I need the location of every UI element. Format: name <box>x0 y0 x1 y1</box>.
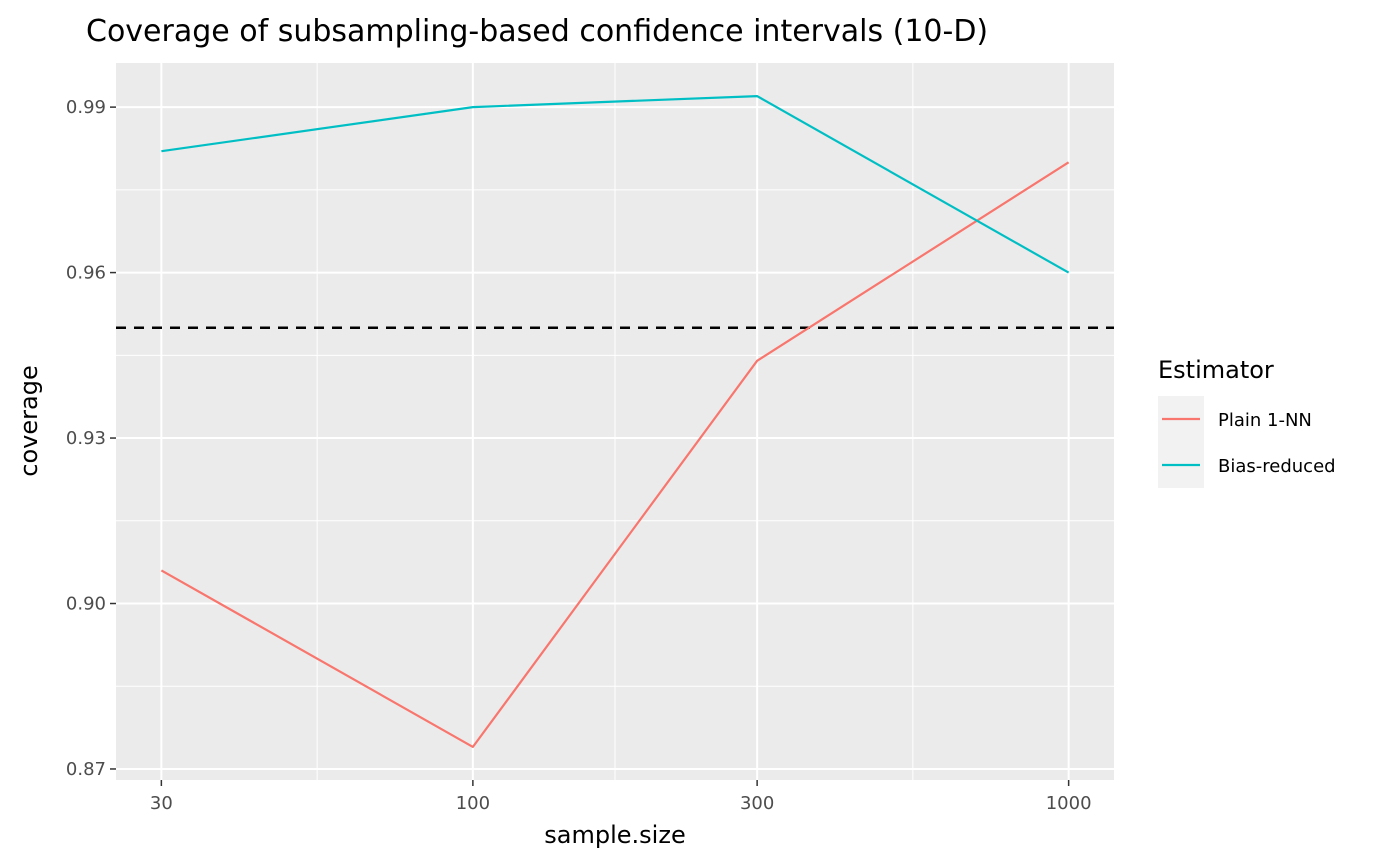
minor-gridlines <box>116 63 1114 780</box>
axis-layer: 0.87 0.90 0.93 0.96 0.99 30 100 300 1000 <box>66 97 1092 814</box>
y-axis-title: coverage <box>15 365 43 476</box>
series-line-1 <box>160 161 1070 749</box>
x-tick-label: 1000 <box>1046 793 1092 814</box>
major-gridlines <box>116 63 1114 780</box>
y-tick-label: 0.87 <box>66 759 106 780</box>
y-tick-label: 0.93 <box>66 428 106 449</box>
legend-label: Bias-reduced <box>1218 456 1336 477</box>
x-tick-label: 300 <box>740 793 774 814</box>
series-line-2 <box>161 94 1070 274</box>
x-axis-title: sample.size <box>544 821 685 849</box>
x-tick-label: 100 <box>456 793 490 814</box>
legend: Estimator Plain 1-NN Bias-reduced <box>1158 356 1336 488</box>
y-tick-label: 0.99 <box>66 97 106 118</box>
legend-title: Estimator <box>1158 356 1274 384</box>
series-layer <box>160 94 1070 749</box>
x-tick-label: 30 <box>150 793 173 814</box>
chart-title: Coverage of subsampling-based confidence… <box>86 14 988 49</box>
y-tick-label: 0.96 <box>66 263 106 284</box>
legend-label: Plain 1-NN <box>1218 410 1312 431</box>
y-tick-label: 0.90 <box>66 594 106 615</box>
